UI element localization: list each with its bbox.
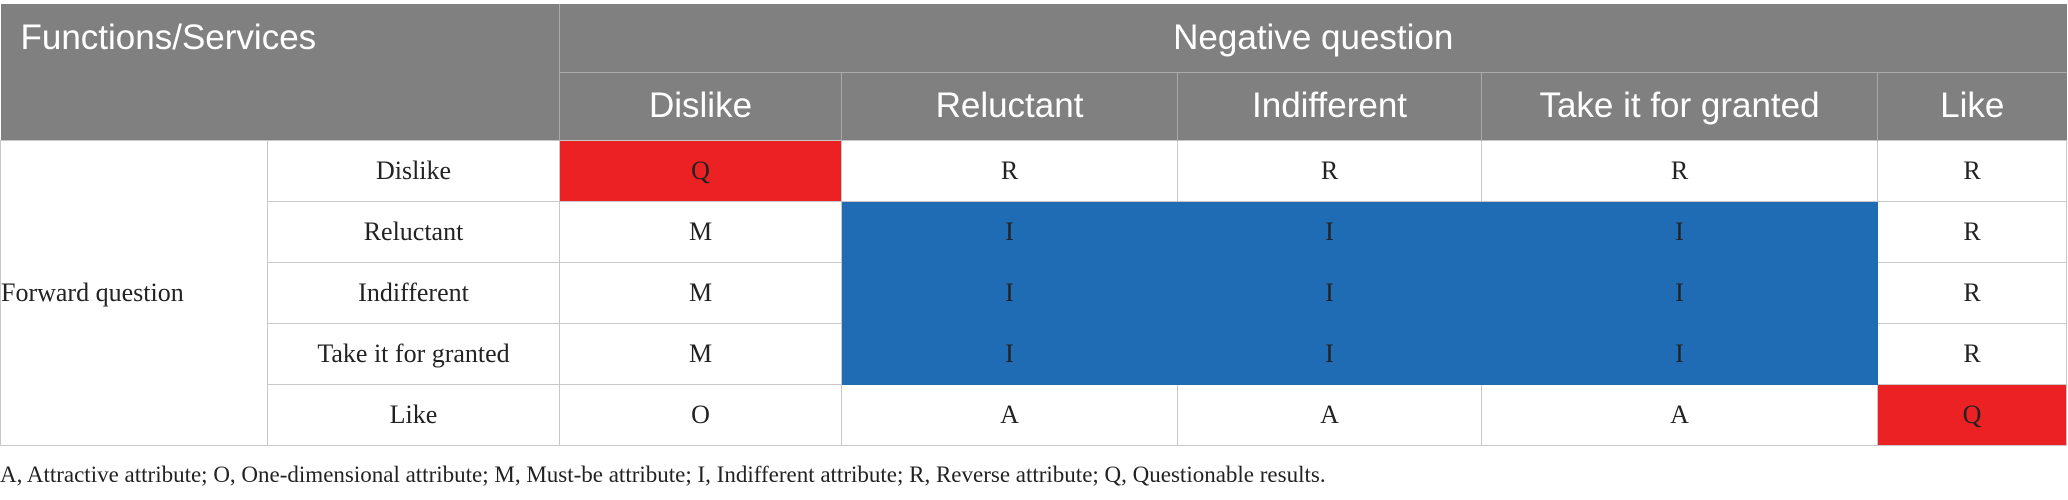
row-label-reluctant: Reluctant <box>266 200 561 263</box>
column-header-like: Like <box>1877 72 2067 140</box>
table-row: Indifferent M I I I R <box>1 261 2068 324</box>
table-row: Like O A A A Q <box>1 383 2068 446</box>
table-cell: R <box>1481 139 1879 202</box>
table-cell: I <box>841 200 1179 263</box>
column-header-indifferent: Indifferent <box>1177 72 1482 140</box>
table-cell: M <box>559 322 843 385</box>
kano-evaluation-table: Functions/Services Negative question Dis… <box>0 4 2068 446</box>
table-cell: I <box>1481 261 1879 324</box>
table-cell: I <box>1481 200 1879 263</box>
table-footnote: A, Attractive attribute; O, One-dimensio… <box>0 462 1326 487</box>
table-cell: I <box>1177 200 1483 263</box>
table-cell: R <box>1877 261 2068 324</box>
header-functions-services: Functions/Services <box>0 4 560 140</box>
header-negative-question: Negative question <box>559 4 2067 73</box>
column-header-reluctant: Reluctant <box>841 72 1178 140</box>
table-cell: R <box>1877 322 2068 385</box>
table-cell: A <box>841 383 1179 446</box>
table-row: Reluctant M I I I R <box>1 200 2068 263</box>
table-cell: R <box>1877 139 2068 202</box>
table-cell: O <box>559 383 843 446</box>
table-cell: Q <box>559 139 843 202</box>
row-label-like: Like <box>266 383 561 446</box>
table-cell: I <box>1177 261 1483 324</box>
table-row: Take it for granted M I I I R <box>1 322 2068 385</box>
table-cell: M <box>559 200 843 263</box>
table-cell: I <box>1177 322 1483 385</box>
table-cell: A <box>1177 383 1483 446</box>
table-cell: I <box>841 261 1179 324</box>
table-cell: I <box>841 322 1179 385</box>
table-cell: R <box>841 139 1179 202</box>
row-group-forward-question: Forward question <box>0 139 268 446</box>
table-cell: R <box>1877 200 2068 263</box>
row-label-take-it-for-granted: Take it for granted <box>266 322 561 385</box>
table-cell: R <box>1177 139 1483 202</box>
table-cell: I <box>1481 322 1879 385</box>
table-row: Forward question Dislike Q R R R R <box>0 139 2068 446</box>
column-header-take-it-for-granted: Take it for granted <box>1481 72 1878 140</box>
column-header-dislike: Dislike <box>559 72 842 140</box>
table-cell: A <box>1481 383 1879 446</box>
table-cell: M <box>559 261 843 324</box>
table-cell: Q <box>1877 383 2068 446</box>
row-label-indifferent: Indifferent <box>266 261 561 324</box>
row-label-dislike: Dislike <box>266 139 561 202</box>
